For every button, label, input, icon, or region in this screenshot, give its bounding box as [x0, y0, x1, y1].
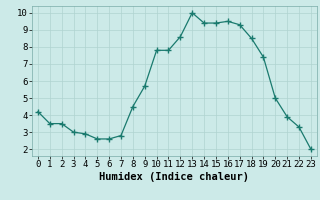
X-axis label: Humidex (Indice chaleur): Humidex (Indice chaleur) [100, 172, 249, 182]
